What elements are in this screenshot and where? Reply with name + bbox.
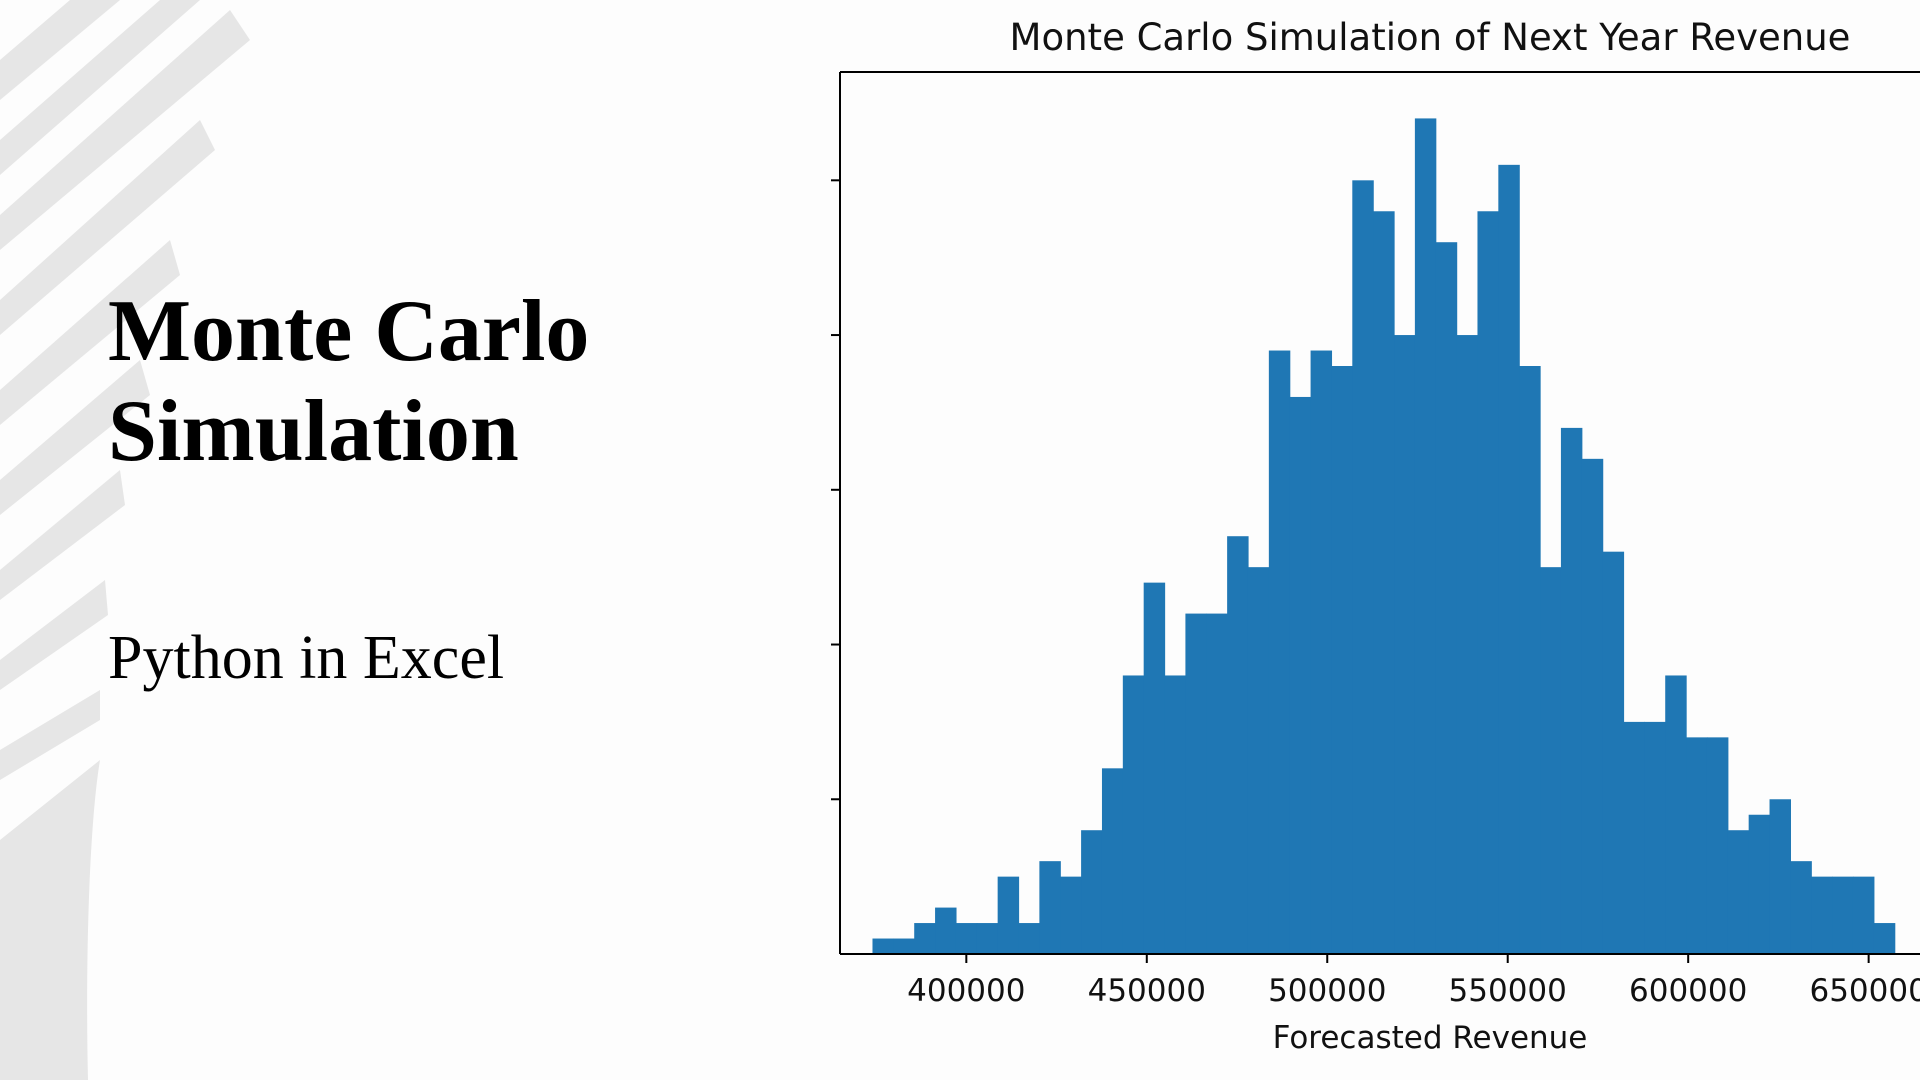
histogram-bar [1852, 876, 1875, 954]
histogram-bar [1519, 366, 1541, 954]
histogram-bar [1811, 876, 1833, 954]
histogram-bar [1164, 675, 1187, 954]
histogram-bar [1081, 830, 1103, 954]
histogram-bar [1540, 567, 1562, 954]
stripe [0, 580, 108, 690]
histogram-bar [1435, 242, 1458, 954]
histogram-bar [1769, 799, 1791, 954]
stripe [0, 0, 120, 100]
histogram-bar [1727, 830, 1750, 954]
histogram-bar [893, 938, 915, 954]
histogram-bar [1227, 536, 1249, 954]
histogram-bar [1310, 350, 1333, 954]
stripe [0, 120, 215, 335]
histogram-bar [1101, 768, 1124, 954]
histogram-bar [997, 876, 1020, 954]
histogram-bar [1581, 458, 1604, 954]
stripe [0, 240, 180, 425]
chart-title: Monte Carlo Simulation of Next Year Reve… [1010, 16, 1851, 59]
histogram-bar [1268, 350, 1291, 954]
chart-axes: 400000 450000 500000 550000 600000 650000 [831, 71, 1920, 1009]
slide-title: Monte Carlo Simulation [108, 282, 589, 482]
histogram-bar [1247, 567, 1270, 954]
histogram-bar [1456, 335, 1479, 954]
histogram-bar [935, 907, 957, 954]
histogram-bar [1039, 861, 1061, 954]
histogram-bar [1122, 675, 1145, 954]
histogram-bar [1018, 923, 1040, 954]
histogram-bar [1498, 164, 1520, 955]
histogram-bar [1331, 366, 1353, 954]
histogram-bar [1644, 721, 1666, 954]
slide-subtitle: Python in Excel [108, 624, 505, 692]
x-tick-label: 450000 [1088, 973, 1206, 1009]
histogram-bar [1185, 613, 1207, 954]
x-tick-label: 400000 [907, 973, 1025, 1009]
histogram-bar [955, 923, 978, 954]
histogram-bar [1665, 675, 1687, 954]
histogram-bar [914, 923, 936, 954]
histogram-bar [1143, 582, 1166, 954]
x-tick-label: 650000 [1809, 973, 1920, 1009]
stripe [0, 470, 125, 600]
x-tick-label: 550000 [1449, 973, 1567, 1009]
stripe [0, 0, 200, 175]
histogram-bars [872, 118, 1896, 955]
stripe [0, 620, 100, 1080]
histogram-bar [872, 938, 894, 954]
histogram-bar [1394, 335, 1416, 954]
histogram-bar [1477, 211, 1499, 954]
histogram-bar [1352, 180, 1374, 954]
histogram-bar [1289, 396, 1312, 954]
stripe [0, 10, 250, 250]
histogram-bar [1748, 814, 1771, 954]
slide-title-line-1: Monte Carlo [108, 283, 590, 380]
x-axis-label: Forecasted Revenue [1273, 1020, 1588, 1056]
histogram-bar [1602, 551, 1625, 954]
slide-title-line-2: Simulation [108, 383, 519, 480]
histogram-bar [1706, 737, 1729, 954]
stripe [0, 360, 150, 515]
histogram-bar [1623, 721, 1645, 954]
histogram-bar [1873, 923, 1896, 954]
histogram-bar [1790, 861, 1812, 954]
histogram-bar [1686, 737, 1708, 954]
histogram-bar [1560, 427, 1583, 954]
histogram-bar [976, 923, 999, 954]
histogram-bar [1373, 211, 1395, 954]
stripe [0, 690, 100, 780]
histogram-bar [1414, 118, 1437, 955]
histogram-bar [1206, 613, 1228, 954]
histogram-bar [1832, 876, 1854, 954]
x-tick-label: 500000 [1268, 973, 1386, 1009]
histogram-bar [1060, 876, 1082, 954]
x-tick-label: 600000 [1629, 973, 1747, 1009]
